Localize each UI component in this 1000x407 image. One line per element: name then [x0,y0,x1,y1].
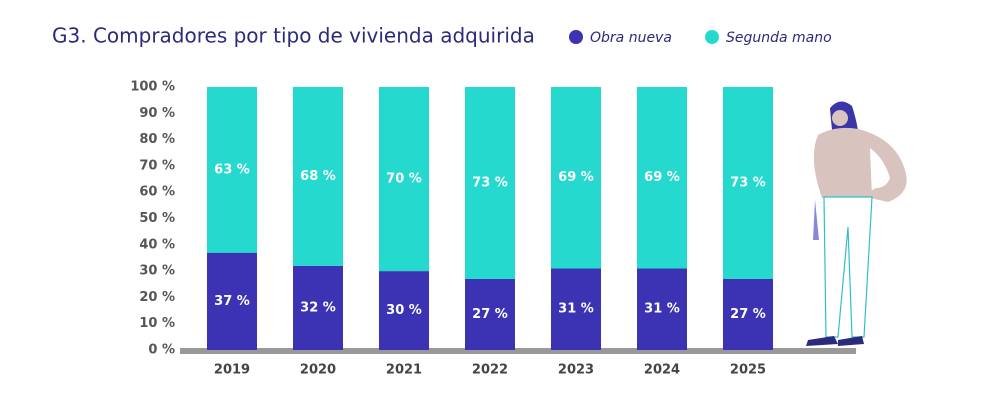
value-label: 32 % [300,300,336,315]
bar-segment [465,278,515,350]
x-tick-label: 2022 [472,363,508,378]
x-tick-label: 2023 [558,363,594,378]
bar-segment [465,87,515,279]
y-tick-label: 90 % [139,106,175,121]
legend-label: Segunda mano [726,30,832,46]
value-label: 30 % [386,303,422,318]
illustration [806,101,907,346]
x-tick-label: 2019 [214,363,250,378]
bar-segment [551,268,601,350]
value-label: 68 % [300,169,336,184]
y-tick-label: 80 % [139,132,175,147]
bar-segment [379,87,429,272]
legend-swatch [705,30,719,44]
legend-swatch [569,30,583,44]
bar-segment [207,87,257,253]
y-tick-label: 20 % [139,290,175,305]
bar-segment [637,87,687,269]
y-tick-label: 40 % [139,237,175,252]
y-tick-label: 0 % [148,343,175,358]
value-label: 27 % [730,307,766,322]
bar-segment [207,252,257,350]
y-tick-label: 70 % [139,158,175,173]
x-tick-label: 2021 [386,363,422,378]
y-tick-label: 60 % [139,185,175,200]
bar-segment [637,268,687,350]
chart-title: G3. Compradores por tipo de vivienda adq… [52,24,535,48]
value-label: 63 % [214,162,250,177]
y-tick-label: 10 % [139,316,175,331]
bar-segment [293,87,343,266]
value-label: 37 % [214,294,250,309]
bar-segment [723,278,773,350]
y-tick-label: 30 % [139,264,175,279]
x-tick-label: 2025 [730,363,766,378]
legend-label: Obra nueva [590,30,672,46]
value-label: 31 % [558,302,594,317]
bar-segment [551,87,601,269]
y-tick-label: 100 % [130,80,175,95]
bar-segment [293,265,343,350]
value-label: 70 % [386,172,422,187]
value-label: 69 % [558,170,594,185]
x-tick-label: 2020 [300,363,336,378]
x-tick-label: 2024 [644,363,680,378]
value-label: 69 % [644,170,680,185]
bar-segment [723,87,773,279]
baseline [180,348,856,354]
bar-segment [379,271,429,350]
value-label: 31 % [644,302,680,317]
value-label: 73 % [730,175,766,190]
y-tick-label: 50 % [139,211,175,226]
value-label: 27 % [472,307,508,322]
value-label: 73 % [472,175,508,190]
